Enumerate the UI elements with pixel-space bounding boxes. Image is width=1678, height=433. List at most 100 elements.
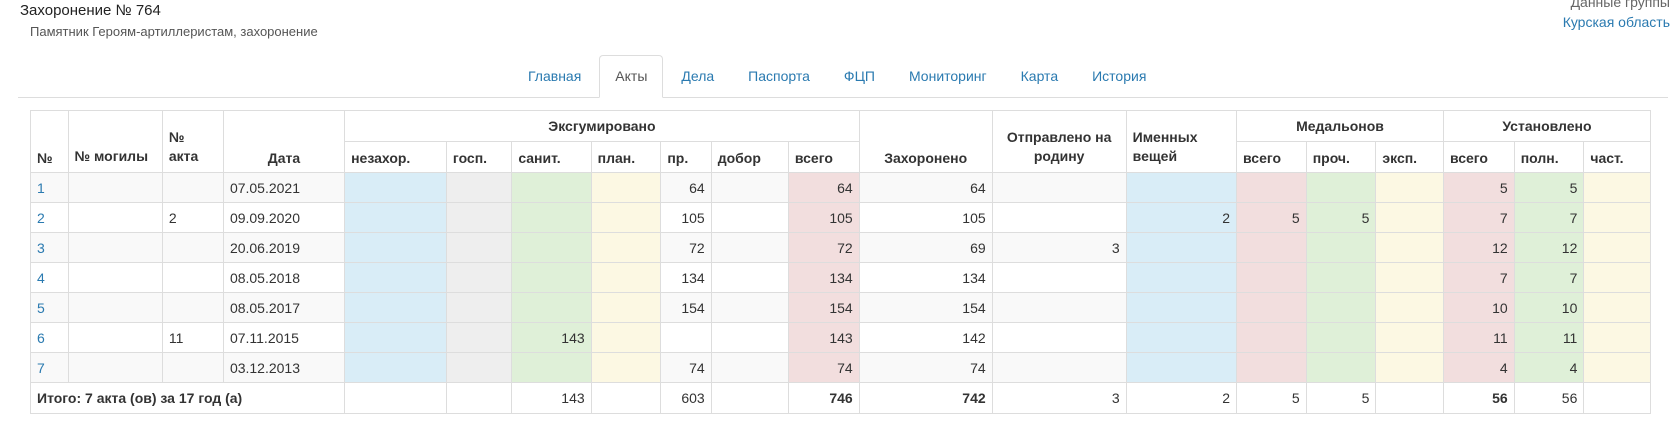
row-link[interactable]: 7: [37, 359, 45, 376]
col-buried[interactable]: Захоронено: [858, 110, 993, 173]
table-row: 1 07.05.2021 64 64 64 5 5: [30, 172, 1651, 203]
cell-med-total: [1236, 292, 1307, 323]
cell-ex-nezahor: [344, 202, 447, 233]
cell-num: 3: [30, 232, 69, 263]
col-ex-nezahor[interactable]: незахор.: [344, 141, 447, 173]
col-date[interactable]: Дата: [222, 110, 346, 173]
cell-ex-dobor: [710, 172, 789, 203]
cell-sent-home: 3: [991, 232, 1127, 263]
cell-date: 08.05.2017: [222, 292, 346, 323]
cell-ex-gosp: [445, 202, 513, 233]
cell-ex-nezahor: [344, 352, 447, 383]
cell-ex-gosp: [445, 292, 513, 323]
col-named-items[interactable]: Именных вещей: [1125, 110, 1238, 173]
cell-med-exp: [1375, 202, 1444, 233]
cell-ex-gosp: [445, 232, 513, 263]
col-ex-total[interactable]: всего: [787, 141, 860, 173]
tab-5[interactable]: Мониторинг: [908, 68, 987, 84]
cell-buried: 142: [858, 322, 993, 353]
cell-buried: 154: [858, 292, 993, 323]
cell-ex-pr: 134: [660, 262, 712, 293]
cell-grave-num: [67, 202, 163, 233]
cell-act-num: [161, 262, 224, 293]
cell-med-total: [1236, 232, 1307, 263]
cell-num: 1: [30, 172, 69, 203]
col-ex-gosp[interactable]: госп.: [445, 141, 513, 173]
cell-date: 08.05.2018: [222, 262, 346, 293]
col-act-num[interactable]: № акта: [161, 110, 224, 173]
row-link[interactable]: 1: [37, 179, 45, 196]
cell-ex-nezahor: [344, 322, 447, 353]
col-med-exp[interactable]: эксп.: [1375, 141, 1444, 173]
cell-grave-num: [67, 292, 163, 323]
cell-grave-num: [67, 172, 163, 203]
tab-6[interactable]: Карта: [1020, 68, 1059, 84]
cell-ex-plan: [590, 232, 662, 263]
tab-0[interactable]: Главная: [528, 68, 582, 84]
cell-inst-total: 7: [1442, 262, 1515, 293]
col-inst-full[interactable]: полн.: [1513, 141, 1585, 173]
cell-inst-total: 11: [1442, 322, 1515, 353]
cell-sent-home: [991, 322, 1127, 353]
col-med-total[interactable]: всего: [1236, 141, 1307, 173]
cell-med-other: [1305, 232, 1377, 263]
row-link[interactable]: 6: [37, 329, 45, 346]
table-row: 7 03.12.2013 74 74 74 4 4: [30, 352, 1651, 383]
col-ex-plan[interactable]: план.: [590, 141, 662, 173]
cell-ex-dobor: [710, 352, 789, 383]
tab-7[interactable]: История: [1092, 68, 1147, 84]
col-ex-dobor[interactable]: добор: [710, 141, 789, 173]
row-link[interactable]: 4: [37, 269, 45, 286]
cell-ex-total: 105: [787, 202, 860, 233]
cell-act-num: 2: [161, 202, 224, 233]
cell-ex-dobor: [710, 202, 789, 233]
row-link[interactable]: 5: [37, 299, 45, 316]
tab-4[interactable]: ФЦП: [843, 68, 875, 84]
col-sent-home[interactable]: Отправлено на родину: [991, 110, 1127, 173]
cell-buried: 69: [858, 232, 993, 263]
cell-named-items: [1125, 232, 1238, 263]
cell-ex-plan: [590, 352, 662, 383]
cell-inst-part: [1583, 232, 1651, 263]
region-link[interactable]: Курская область: [1562, 14, 1670, 30]
col-med-other[interactable]: проч.: [1305, 141, 1377, 173]
cell-med-total: [1236, 262, 1307, 293]
cell-ex-total: 64: [787, 172, 860, 203]
cell-ex-plan: [590, 322, 662, 353]
col-ex-pr[interactable]: пр.: [660, 141, 712, 173]
total-buried: 742: [858, 382, 993, 414]
row-link[interactable]: 2: [37, 209, 45, 226]
cell-ex-pr: 64: [660, 172, 712, 203]
cell-ex-sanit: [511, 262, 592, 293]
total-ex-gosp: [445, 382, 513, 414]
col-grave-num[interactable]: № могилы: [67, 110, 163, 173]
cell-ex-plan: [590, 202, 662, 233]
cell-inst-full: 10: [1513, 292, 1585, 323]
cell-act-num: [161, 352, 224, 383]
tab-2[interactable]: Дела: [681, 68, 715, 84]
col-inst-total[interactable]: всего: [1442, 141, 1515, 173]
cell-ex-nezahor: [344, 232, 447, 263]
col-inst-part[interactable]: част.: [1583, 141, 1651, 173]
cell-inst-full: 11: [1513, 322, 1585, 353]
cell-inst-part: [1583, 262, 1651, 293]
cell-inst-full: 5: [1513, 172, 1585, 203]
tab-1[interactable]: Акты: [599, 55, 664, 98]
row-link[interactable]: 3: [37, 239, 45, 256]
cell-ex-gosp: [445, 262, 513, 293]
cell-ex-sanit: 143: [511, 322, 592, 353]
table-row: 5 08.05.2017 154 154 154 10 10: [30, 292, 1651, 323]
cell-ex-dobor: [710, 262, 789, 293]
col-ex-sanit[interactable]: санит.: [511, 141, 592, 173]
cell-med-other: [1305, 352, 1377, 383]
group-installed: Установлено: [1442, 110, 1652, 142]
group-exhumed: Эксгумировано: [344, 110, 860, 142]
cell-named-items: [1125, 172, 1238, 203]
cell-inst-full: 12: [1513, 232, 1585, 263]
total-med-other: 5: [1305, 382, 1377, 414]
col-num[interactable]: №: [30, 110, 69, 173]
total-ex-dobor: [710, 382, 789, 414]
tab-bar: Главная Акты Дела Паспорта ФЦП Мониторинг Карт…: [18, 55, 1668, 98]
cell-ex-nezahor: [344, 262, 447, 293]
tab-3[interactable]: Паспорта: [748, 68, 810, 84]
